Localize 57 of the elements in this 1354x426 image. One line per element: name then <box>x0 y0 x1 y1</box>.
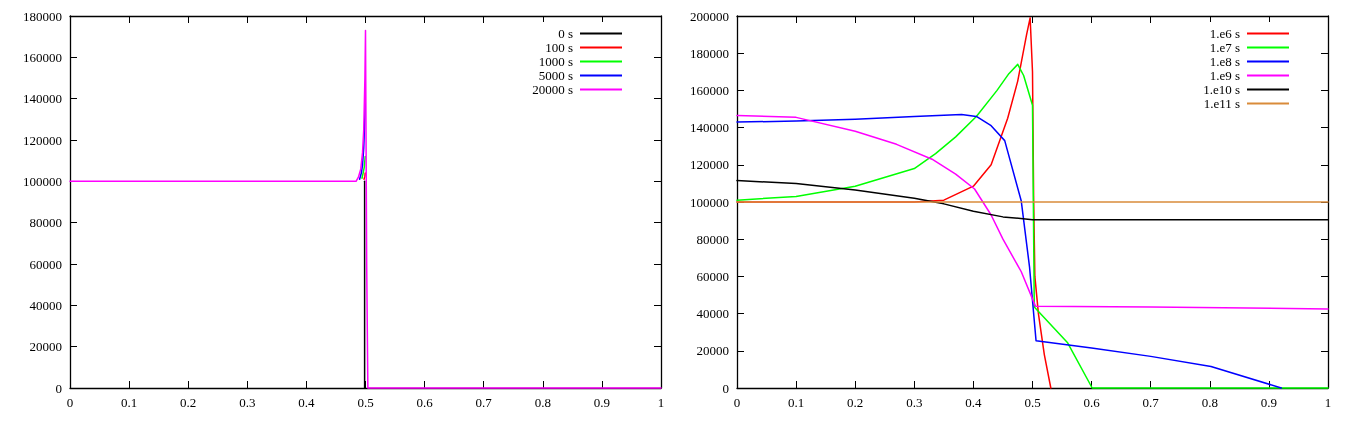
x-tick-label: 0.6 <box>416 395 434 410</box>
x-tick-label: 1 <box>657 395 665 410</box>
x-tick-label: 0.8 <box>534 395 551 410</box>
legend-label: 100 s <box>545 40 573 55</box>
x-tick-label: 0.1 <box>787 395 805 410</box>
legend-label: 1.e6 s <box>1209 26 1240 41</box>
x-tick-label: 0 <box>733 395 741 410</box>
x-tick-label: 0.5 <box>1024 395 1041 410</box>
x-tick-label: 0.3 <box>906 395 923 410</box>
x-tick-label: 0.9 <box>593 395 611 410</box>
legend-label: 5000 s <box>538 68 573 83</box>
x-tick-label: 0.2 <box>180 395 197 410</box>
legend-label: 1.e8 s <box>1209 54 1240 69</box>
y-tick-label: 60000 <box>696 268 729 284</box>
y-tick-label: 80000 <box>696 231 729 247</box>
legend-label: 0 s <box>558 26 573 41</box>
line-series <box>361 155 366 179</box>
legend-label: 1.e11 s <box>1203 96 1240 111</box>
legend-label: 1.e9 s <box>1209 68 1240 83</box>
x-tick-label: 0.1 <box>120 395 138 410</box>
legend-label: 1.e10 s <box>1203 82 1240 97</box>
x-tick-label: 0.4 <box>965 395 983 410</box>
y-tick-label: 180000 <box>690 45 729 61</box>
y-tick-label: 20000 <box>696 343 729 359</box>
x-tick-label: 0.5 <box>357 395 374 410</box>
y-tick-label: 60000 <box>29 256 62 272</box>
y-tick-label: 0 <box>55 380 62 396</box>
x-tick-label: 1 <box>1324 395 1332 410</box>
x-tick-label: 0.9 <box>1260 395 1278 410</box>
y-tick-label: 80000 <box>29 215 62 231</box>
x-tick-label: 0.2 <box>847 395 864 410</box>
legend-label: 20000 s <box>532 82 573 97</box>
y-tick-label: 100000 <box>690 194 729 210</box>
y-tick-label: 140000 <box>690 120 729 136</box>
x-tick-label: 0.7 <box>475 395 493 410</box>
y-tick-label: 120000 <box>23 132 62 148</box>
y-tick-label: 160000 <box>23 49 62 65</box>
x-tick-label: 0 <box>66 395 74 410</box>
x-tick-label: 0.8 <box>1201 395 1218 410</box>
x-tick-label: 0.3 <box>239 395 256 410</box>
line-series <box>736 114 1329 310</box>
y-tick-label: 0 <box>722 380 729 396</box>
legend-label: 1.e7 s <box>1209 40 1240 55</box>
x-tick-label: 0.4 <box>298 395 316 410</box>
y-tick-label: 200000 <box>690 8 729 24</box>
line-series <box>736 113 1283 389</box>
y-tick-label: 40000 <box>29 297 62 313</box>
y-tick-label: 40000 <box>696 306 729 322</box>
y-tick-label: 120000 <box>690 157 729 173</box>
y-tick-label: 140000 <box>23 91 62 107</box>
y-tick-label: 20000 <box>29 339 62 355</box>
x-tick-label: 0.7 <box>1142 395 1160 410</box>
y-tick-label: 100000 <box>23 173 62 189</box>
x-tick-label: 0.6 <box>1083 395 1101 410</box>
y-tick-label: 160000 <box>690 82 729 98</box>
y-tick-label: 180000 <box>23 8 62 24</box>
legend-label: 1000 s <box>538 54 573 69</box>
